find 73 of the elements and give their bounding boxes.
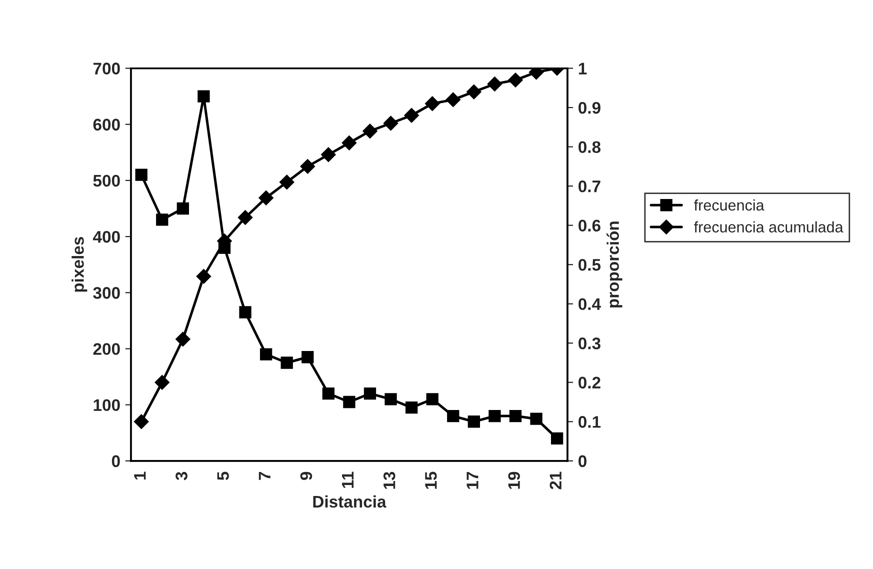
y2-tick-label: 1	[578, 62, 587, 74]
y-tick-label: 700	[93, 62, 120, 74]
legend-label: frecuencia	[694, 199, 764, 211]
point	[509, 410, 522, 422]
point	[404, 108, 419, 123]
point	[343, 396, 356, 408]
x-tick-label: 5	[217, 472, 229, 480]
point	[154, 374, 170, 390]
y-tick-label: 500	[93, 174, 120, 187]
point	[279, 174, 294, 190]
point	[466, 84, 482, 100]
point	[198, 90, 210, 102]
legend-label: frecuencia acumulada	[694, 221, 844, 233]
point	[342, 135, 357, 150]
point	[383, 116, 398, 131]
y2-tick-label: 0.4	[578, 298, 601, 310]
y-axis-title: pixeles	[72, 237, 88, 292]
y2-tick-label: 0	[578, 455, 586, 468]
point	[447, 410, 460, 422]
point	[362, 124, 378, 138]
y-tick-label: 100	[94, 399, 120, 412]
point	[550, 432, 564, 445]
y2-tick-label: 0.9	[578, 102, 600, 114]
point	[196, 268, 212, 284]
x-tick-label: 1	[134, 472, 146, 480]
point	[258, 190, 274, 206]
y2-axis-title: proporción	[606, 222, 622, 308]
x-tick-label: 7	[258, 472, 270, 480]
point	[176, 202, 189, 215]
point	[508, 72, 523, 88]
point	[260, 348, 272, 360]
y2-tick-label: 0.6	[578, 220, 600, 232]
point	[384, 393, 397, 406]
x-tick-label: 13	[383, 472, 396, 489]
x-tick-label: 11	[342, 472, 354, 488]
point	[468, 416, 480, 428]
x-tick-label: 9	[300, 472, 312, 480]
point	[488, 410, 501, 422]
x-tick-label: 15	[425, 472, 437, 489]
x-tick-label: 17	[466, 472, 478, 489]
x-axis-title: Distancia	[313, 495, 386, 508]
point	[134, 414, 149, 430]
point	[487, 76, 502, 92]
point	[364, 388, 376, 400]
point	[280, 356, 293, 369]
y-tick-label: 200	[93, 343, 120, 355]
point	[300, 159, 316, 174]
point	[405, 402, 418, 414]
y2-tick-label: 0.2	[578, 376, 600, 389]
point	[446, 92, 461, 108]
point	[156, 214, 168, 226]
point	[238, 210, 253, 225]
point	[530, 412, 542, 425]
y2-tick-label: 0.8	[578, 141, 601, 154]
x-tick-label: 3	[176, 472, 188, 480]
y2-tick-label: 0.1	[578, 416, 601, 428]
y2-tick-label: 0.5	[578, 258, 601, 271]
point	[135, 168, 148, 181]
point	[176, 332, 190, 347]
x-tick-label: 21	[550, 472, 562, 490]
point	[321, 147, 336, 162]
point	[239, 306, 252, 318]
x-tick-label: 19	[508, 472, 520, 489]
point	[322, 388, 334, 400]
point	[302, 351, 314, 364]
y-tick-label: 0	[112, 455, 120, 468]
y2-tick-label: 0.7	[578, 180, 600, 192]
point	[424, 96, 440, 112]
y-tick-label: 600	[93, 118, 120, 131]
y-tick-label: 400	[92, 230, 120, 243]
y2-tick-label: 0.3	[578, 338, 600, 350]
point	[426, 393, 438, 406]
y-tick-label: 300	[93, 287, 120, 299]
